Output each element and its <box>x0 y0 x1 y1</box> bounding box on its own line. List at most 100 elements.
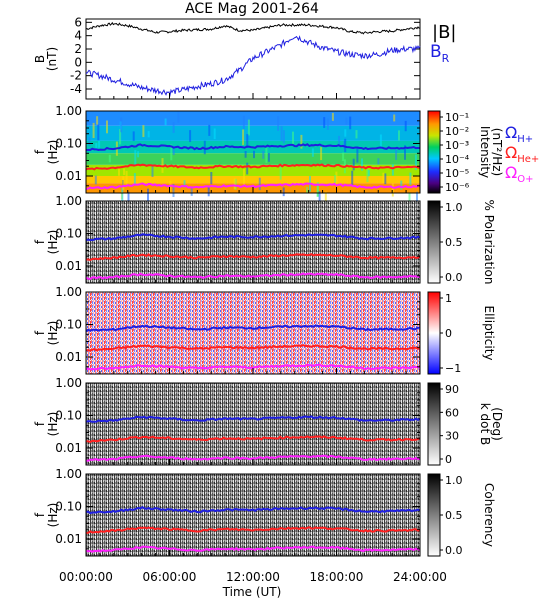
intensity-texture <box>164 118 167 126</box>
intensity-texture <box>247 119 250 136</box>
f-axis-label-main: f <box>33 421 47 426</box>
intensity-texture <box>172 122 175 133</box>
intensity-texture <box>384 173 387 185</box>
intensity-texture <box>306 186 309 193</box>
intensity-texture <box>267 153 270 162</box>
intensity-texture <box>409 172 412 186</box>
intensity-texture <box>408 192 411 203</box>
intensity-texture <box>282 187 285 197</box>
coherency-colorbar <box>427 473 441 557</box>
intensity-texture <box>356 147 359 163</box>
intensity-texture <box>125 170 128 187</box>
f-axis-tick-label: 1.00 <box>55 104 82 118</box>
intensity-texture <box>121 187 124 203</box>
intensity-texture <box>98 140 101 148</box>
intensity-texture <box>203 140 206 155</box>
gyro-label-hplus-sub: H+ <box>517 134 533 145</box>
intensity-texture <box>280 126 283 142</box>
gyrofrequency-line-oplus <box>85 545 421 553</box>
intensity-band <box>86 176 420 184</box>
intensity-texture <box>233 178 236 190</box>
intensity-texture <box>213 128 216 140</box>
intensity-texture <box>352 158 355 171</box>
spectrogram-panels: 1.000.100.01f (Hz)10⁻¹10⁻²10⁻³10⁻⁴10⁻⁵10⁻… <box>33 104 504 557</box>
intensity-texture <box>355 130 358 139</box>
colorbar-tick-label: 30 <box>445 430 459 443</box>
legend-magnitude-b: |B| <box>432 22 456 43</box>
intensity-texture <box>404 145 406 160</box>
intensity-texture <box>323 117 326 128</box>
chart-title: ACE Mag 2001-264 <box>185 1 319 17</box>
intensity-texture <box>172 184 175 197</box>
legend-radial-b-main: B <box>430 42 442 62</box>
gyrofrequency-line-heplus <box>85 253 421 262</box>
intensity-texture <box>172 145 175 155</box>
f-axis-tick-label: 1.00 <box>55 194 82 208</box>
intensity-band <box>86 164 420 177</box>
intensity-texture <box>393 114 396 122</box>
intensity-band <box>86 153 420 165</box>
x-tick-label: 12:00:00 <box>226 570 280 584</box>
intensity-texture <box>137 151 140 158</box>
intensity-texture <box>246 162 249 175</box>
b-field-y-tick-label: 6 <box>74 15 82 29</box>
intensity-texture <box>177 111 180 123</box>
intensity-texture <box>320 147 323 161</box>
intensity-texture <box>147 131 150 138</box>
intensity-band <box>86 111 420 126</box>
intensity-texture <box>122 176 125 190</box>
intensity-texture <box>277 116 280 131</box>
intensity-texture <box>189 130 192 143</box>
intensity-texture <box>119 129 122 145</box>
intensity-texture <box>132 131 135 141</box>
ellipticity-spectrogram-image <box>86 292 420 374</box>
b-field-y-tick-label: -4 <box>70 82 82 96</box>
f-axis-tick-label: 1.00 <box>55 376 82 390</box>
f-axis-label-main: f <box>33 512 47 517</box>
gyrofrequency-legend: ΩH+ ΩHe+ ΩO+ <box>505 123 539 185</box>
gyro-label-hplus-main: Ω <box>505 123 517 142</box>
intensity-texture <box>96 116 99 125</box>
x-axis-label: Time (UT) <box>222 585 282 599</box>
x-tick-label: 00:00:00 <box>59 570 113 584</box>
b-field-y-tick-label: -2 <box>70 69 82 83</box>
intensity-texture <box>351 170 354 186</box>
colorbar-tick-label: 10⁻² <box>445 125 469 138</box>
colorbar-tick-label: −1 <box>445 362 461 375</box>
colorbar-tick-label: 90 <box>445 383 459 396</box>
colorbar-tick-label: 1 <box>445 292 452 305</box>
intensity-texture <box>318 191 321 207</box>
intensity-texture <box>292 131 294 145</box>
intensity-texture <box>244 151 247 158</box>
intensity-texture <box>414 154 417 171</box>
ellipticity-colorbar <box>427 291 441 375</box>
intensity-texture <box>242 115 245 130</box>
intensity-texture <box>334 175 337 183</box>
gyrofrequency-line-hplus <box>85 324 420 333</box>
kdotb-colorbar-unit: (Deg) <box>490 407 504 441</box>
intensity-texture <box>391 183 394 197</box>
f-axis-tick-label: 0.01 <box>55 259 82 273</box>
f-axis-label-unit: (Hz) <box>46 321 60 346</box>
f-axis-tick-label: 1.00 <box>55 467 82 481</box>
spectrogram-panel-coherency: 1.00 0.10 0.01 f (Hz) 1.0 0.5 0.0 Coherency <box>33 467 496 557</box>
colorbar-tick-label: 0 <box>445 327 452 340</box>
f-axis-tick-label: 0.10 <box>55 409 82 423</box>
f-axis-label-unit: (Hz) <box>46 412 60 437</box>
intensity-texture <box>123 168 126 176</box>
colorbar-tick-label: 0.5 <box>445 236 463 249</box>
x-tick-label: 18:00:00 <box>310 570 364 584</box>
spectrogram-panel-intensity: 1.00 0.10 0.01 f (Hz) 10⁻¹10⁻²10⁻³10⁻⁴10⁻⁵10⁻… <box>33 104 504 207</box>
gyrofrequency-line-hplus <box>85 506 421 515</box>
intensity-texture <box>246 134 249 149</box>
gyro-label-heplus-sub: He+ <box>517 154 539 165</box>
f-axis-tick-label: 0.10 <box>55 137 82 151</box>
intensity-texture <box>242 129 245 146</box>
gyrofrequency-line-oplus <box>85 272 421 280</box>
intensity-texture <box>190 188 193 196</box>
colorbar-tick-label: 10⁻⁵ <box>445 167 469 180</box>
gyro-label-hplus: ΩH+ <box>505 123 533 145</box>
b-field-y-tick-label: 2 <box>74 42 82 56</box>
intensity-texture <box>316 183 319 197</box>
intensity-texture <box>262 150 265 159</box>
